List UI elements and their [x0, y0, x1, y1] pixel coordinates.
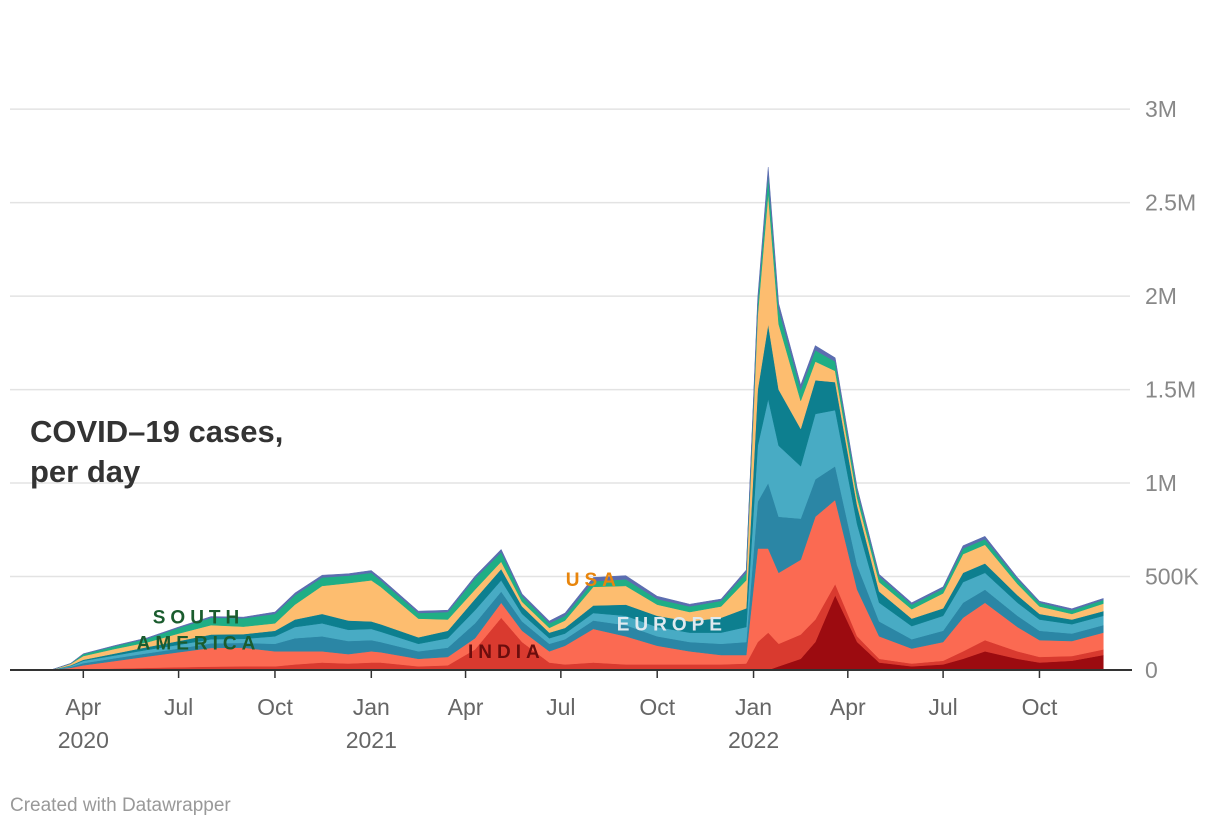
- x-tick-label: Apr: [448, 694, 484, 720]
- chart-title-line-2: per day: [30, 454, 141, 489]
- x-tick-label: Oct: [639, 694, 675, 720]
- x-tick-label: Apr: [830, 694, 866, 720]
- x-tick-label: Apr: [65, 694, 101, 720]
- region-label: EUROPE: [617, 615, 727, 636]
- y-axis-ticks: 0 500K 1M 1.5M 2M 2.5M 3M: [1145, 96, 1199, 683]
- region-label: AMERICA: [137, 633, 261, 654]
- x-tick-label: Jan: [735, 694, 772, 720]
- credit-text: Created with Datawrapper: [10, 795, 231, 816]
- y-tick-label: 2.5M: [1145, 190, 1196, 216]
- x-tick-year-label: 2020: [58, 727, 109, 753]
- y-tick-label: 2M: [1145, 283, 1177, 309]
- region-label: USA: [566, 570, 621, 591]
- x-tick-label: Jul: [928, 694, 957, 720]
- gridlines: [10, 108, 1130, 578]
- x-tick-year-label: 2022: [728, 727, 779, 753]
- y-tick-label: 3M: [1145, 96, 1177, 122]
- region-label: INDIA: [468, 642, 545, 663]
- y-tick-label: 500K: [1145, 564, 1199, 590]
- x-tick-year-label: 2021: [346, 727, 397, 753]
- y-tick-label: 1M: [1145, 470, 1177, 496]
- region-label: SOUTH: [153, 607, 245, 628]
- chart-title: COVID–19 cases, per day: [30, 412, 330, 492]
- x-tick-label: Jan: [353, 694, 390, 720]
- x-tick-label: Jul: [164, 694, 193, 720]
- region-annotations: SOUTH AMERICA USA EUROPE INDIA: [137, 570, 727, 663]
- y-tick-label: 0: [1145, 657, 1158, 683]
- x-tick-label: Jul: [546, 694, 575, 720]
- chart-title-line-1: COVID–19 cases,: [30, 414, 284, 449]
- x-axis: Apr 2020 Jul Oct Jan 2021 Apr Jul Oct Jan 2022 Apr J…: [10, 669, 1132, 753]
- area-series-8: [50, 166, 1104, 671]
- x-tick-label: Oct: [1022, 694, 1058, 720]
- y-tick-label: 1.5M: [1145, 377, 1196, 403]
- stacked-areas: [50, 166, 1104, 671]
- x-tick-label: Oct: [257, 694, 293, 720]
